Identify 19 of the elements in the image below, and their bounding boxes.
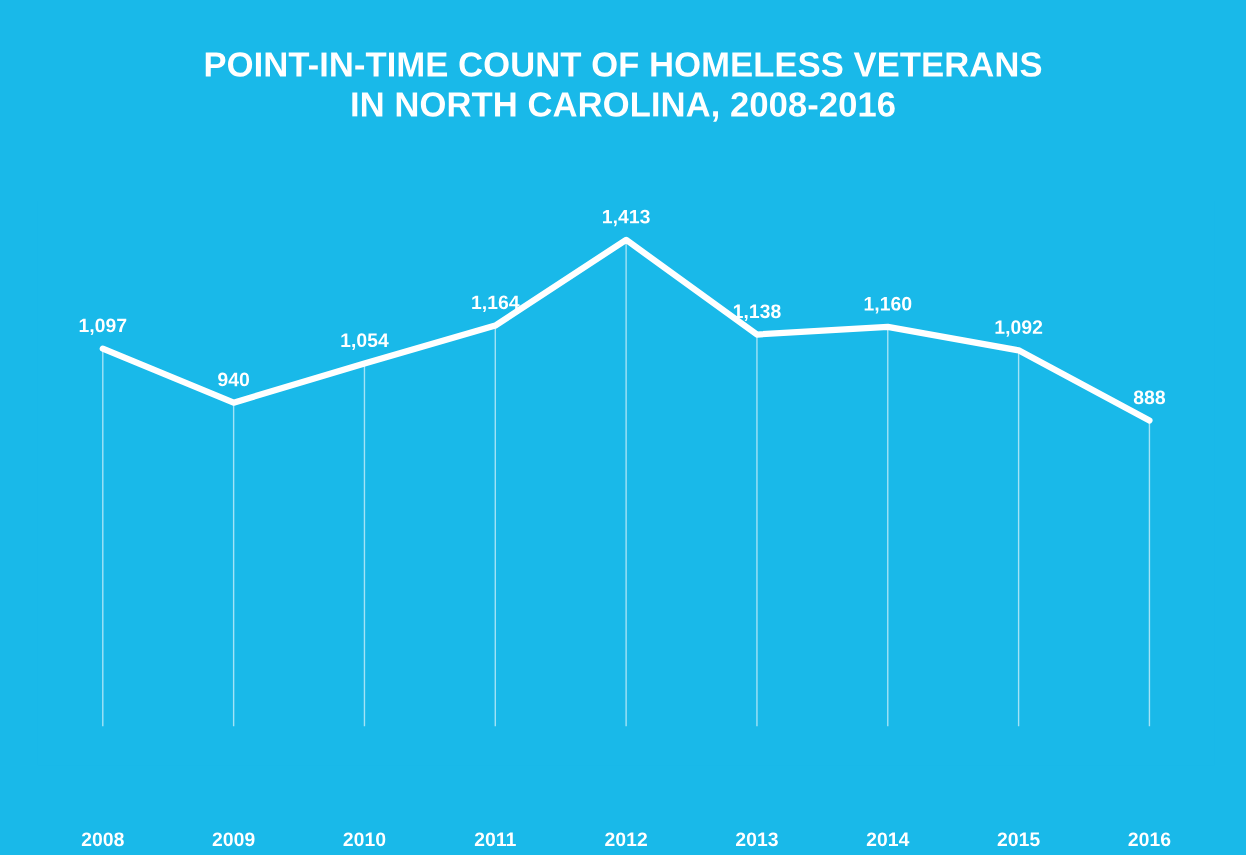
data-label: 940 [218,372,250,387]
data-label: 1,413 [603,209,650,227]
data-label: 1,164 [472,295,520,313]
data-label: 1,092 [995,320,1043,337]
x-tick-label: 2012 [605,832,647,847]
x-tick-label: 2015 [997,832,1040,847]
data-label: 1,054 [341,333,389,350]
data-label: 888 [1133,390,1166,405]
chart-title: POINT-IN-TIME COUNT OF HOMELESS VETERANS IN NORTH CAROLINA, 2008-2016 [205,52,1042,122]
data-label: 1,160 [864,296,912,314]
data-label: 1,097 [79,318,127,336]
x-tick-label: 2008 [81,832,124,847]
x-tick-label: 2016 [1128,832,1171,847]
x-tick-label: 2013 [735,832,778,847]
x-tick-label: 2014 [866,832,910,847]
data-label: 1,138 [733,304,781,321]
x-tick-label: 2009 [212,832,255,847]
x-tick-label: 2010 [343,832,386,847]
x-tick-label: 2011 [474,832,516,847]
